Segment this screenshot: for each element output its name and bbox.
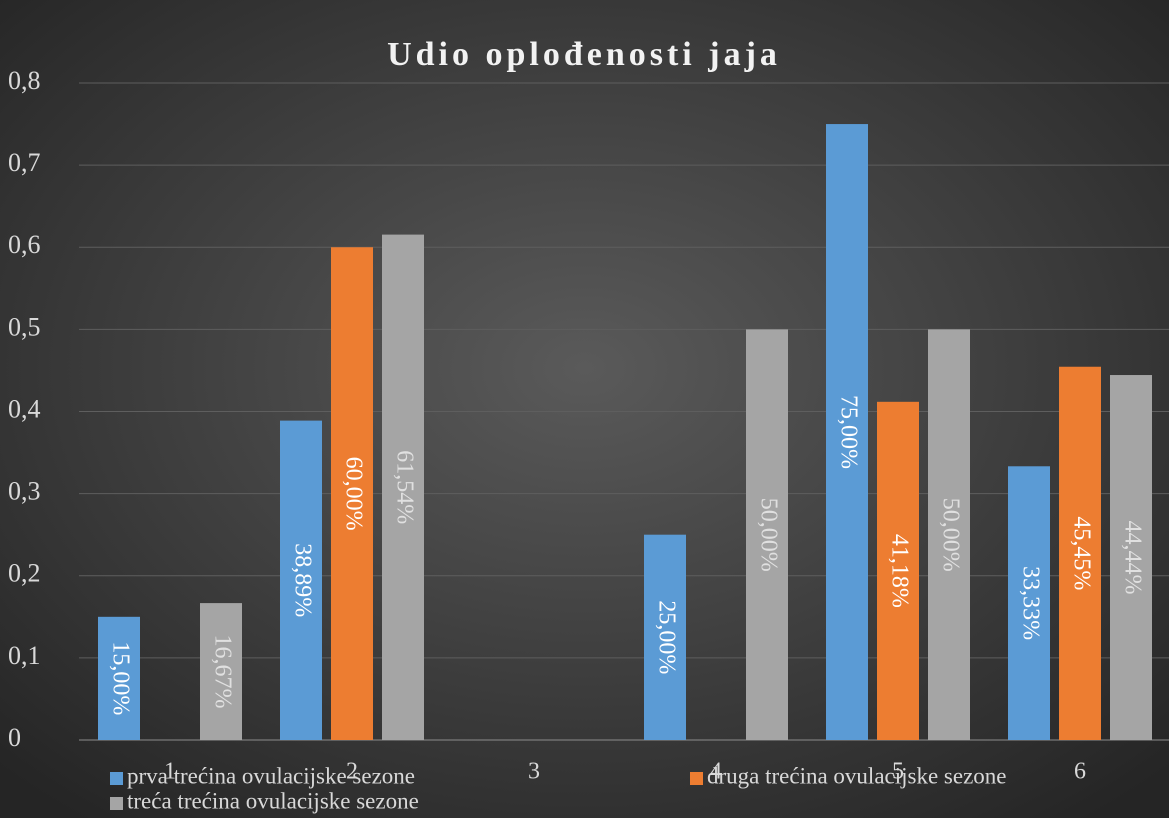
y-tick-label: 0,1 xyxy=(8,641,41,670)
data-label: 16,67% xyxy=(209,635,235,709)
bar xyxy=(644,534,686,740)
legend-label: prva trećina ovulacijske sezone xyxy=(127,763,415,788)
bar xyxy=(1008,466,1050,740)
legend-swatch xyxy=(110,797,123,810)
x-tick-label: 1 xyxy=(164,759,176,785)
legend-swatch xyxy=(110,772,123,785)
bar xyxy=(928,329,970,740)
y-tick-label: 0,6 xyxy=(8,230,41,259)
bar xyxy=(331,247,373,740)
legend-swatch xyxy=(690,772,703,785)
bar xyxy=(98,616,140,740)
bar xyxy=(746,329,788,740)
x-tick-label: 5 xyxy=(892,759,904,785)
y-tick-label: 0,2 xyxy=(8,559,41,588)
y-tick-label: 0,7 xyxy=(8,148,41,177)
chart-title: Udio oplođenosti jaja xyxy=(387,36,781,73)
bar xyxy=(877,401,919,740)
y-tick-label: 0,3 xyxy=(8,477,41,506)
data-label: 25,00% xyxy=(653,600,679,674)
data-label: 33,33% xyxy=(1017,566,1043,640)
y-tick-label: 0,8 xyxy=(8,66,41,95)
bar xyxy=(826,124,868,740)
bar xyxy=(200,603,242,740)
y-tick-label: 0,4 xyxy=(8,394,41,423)
legend-label: treća trećina ovulacijske sezone xyxy=(127,788,419,813)
legend-label: druga trećina ovulacijske sezone xyxy=(707,763,1007,788)
data-label: 45,45% xyxy=(1068,516,1094,590)
y-tick-label: 0,5 xyxy=(8,312,41,341)
data-label: 50,00% xyxy=(755,498,781,572)
bar xyxy=(1110,375,1152,740)
x-tick-label: 3 xyxy=(528,759,540,785)
bar xyxy=(382,234,424,740)
x-tick-label: 2 xyxy=(346,759,358,785)
bar xyxy=(280,420,322,740)
data-label: 50,00% xyxy=(937,498,963,572)
x-tick-label: 6 xyxy=(1074,759,1086,785)
data-label: 61,54% xyxy=(391,450,417,524)
data-label: 60,00% xyxy=(340,457,366,531)
data-label: 41,18% xyxy=(886,534,912,608)
data-label: 15,00% xyxy=(107,641,133,715)
data-label: 44,44% xyxy=(1119,521,1145,595)
data-label: 75,00% xyxy=(835,395,861,469)
data-label: 38,89% xyxy=(289,543,315,617)
y-tick-label: 0 xyxy=(8,723,21,752)
x-tick-label: 4 xyxy=(710,759,722,785)
bar xyxy=(1059,366,1101,740)
